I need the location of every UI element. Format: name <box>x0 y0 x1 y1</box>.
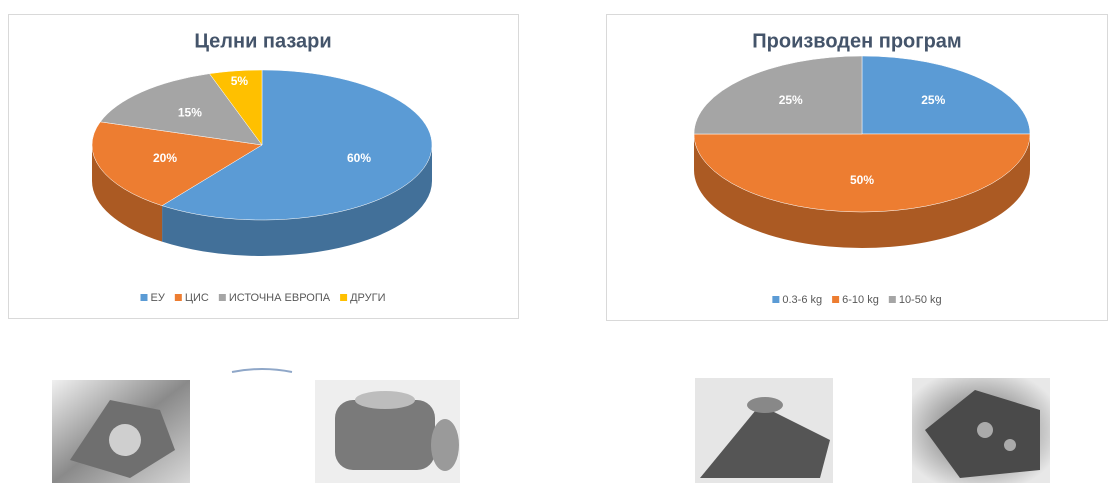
product-photo <box>315 380 460 483</box>
legend-label: 0.3-6 kg <box>782 294 822 306</box>
screenshot: Целни пазари 60% 20% 15% 5% ЕУ ЦИС ИСТОЧНА ЕВРО… <box>0 0 1108 483</box>
data-label: 50% <box>850 173 874 187</box>
legend: 0.3-6 kg 6-10 kg 10-50 kg <box>772 294 941 306</box>
legend-swatch <box>832 296 839 303</box>
data-label: 15% <box>178 105 202 119</box>
data-label: 25% <box>921 93 945 107</box>
legend-swatch <box>219 294 226 301</box>
legend-swatch <box>772 296 779 303</box>
product-photo <box>52 380 190 483</box>
pie <box>694 56 1030 248</box>
chart-title: Целни пазари <box>194 30 331 52</box>
decoration <box>232 369 292 372</box>
data-label: 60% <box>347 151 371 165</box>
legend-label: ИСТОЧНА ЕВРОПА <box>229 292 331 304</box>
legend-swatch <box>141 294 148 301</box>
legend-label: ЦИС <box>185 292 209 304</box>
legend-swatch <box>340 294 347 301</box>
data-label: 20% <box>153 151 177 165</box>
legend-swatch <box>175 294 182 301</box>
pie <box>92 70 432 256</box>
data-label: 25% <box>779 93 803 107</box>
legend-label: 6-10 kg <box>842 294 879 306</box>
legend-label: ЕУ <box>151 292 166 304</box>
chart-title: Производен програм <box>752 30 961 52</box>
product-photo <box>912 378 1050 483</box>
legend-swatch <box>889 296 896 303</box>
legend-label: 10-50 kg <box>899 294 942 306</box>
data-label: 5% <box>231 74 249 88</box>
page: {"chart_data": [ {"type": "pie", "title"… <box>0 0 1108 483</box>
product-photo <box>695 378 833 483</box>
legend-label: ДРУГИ <box>350 292 385 304</box>
